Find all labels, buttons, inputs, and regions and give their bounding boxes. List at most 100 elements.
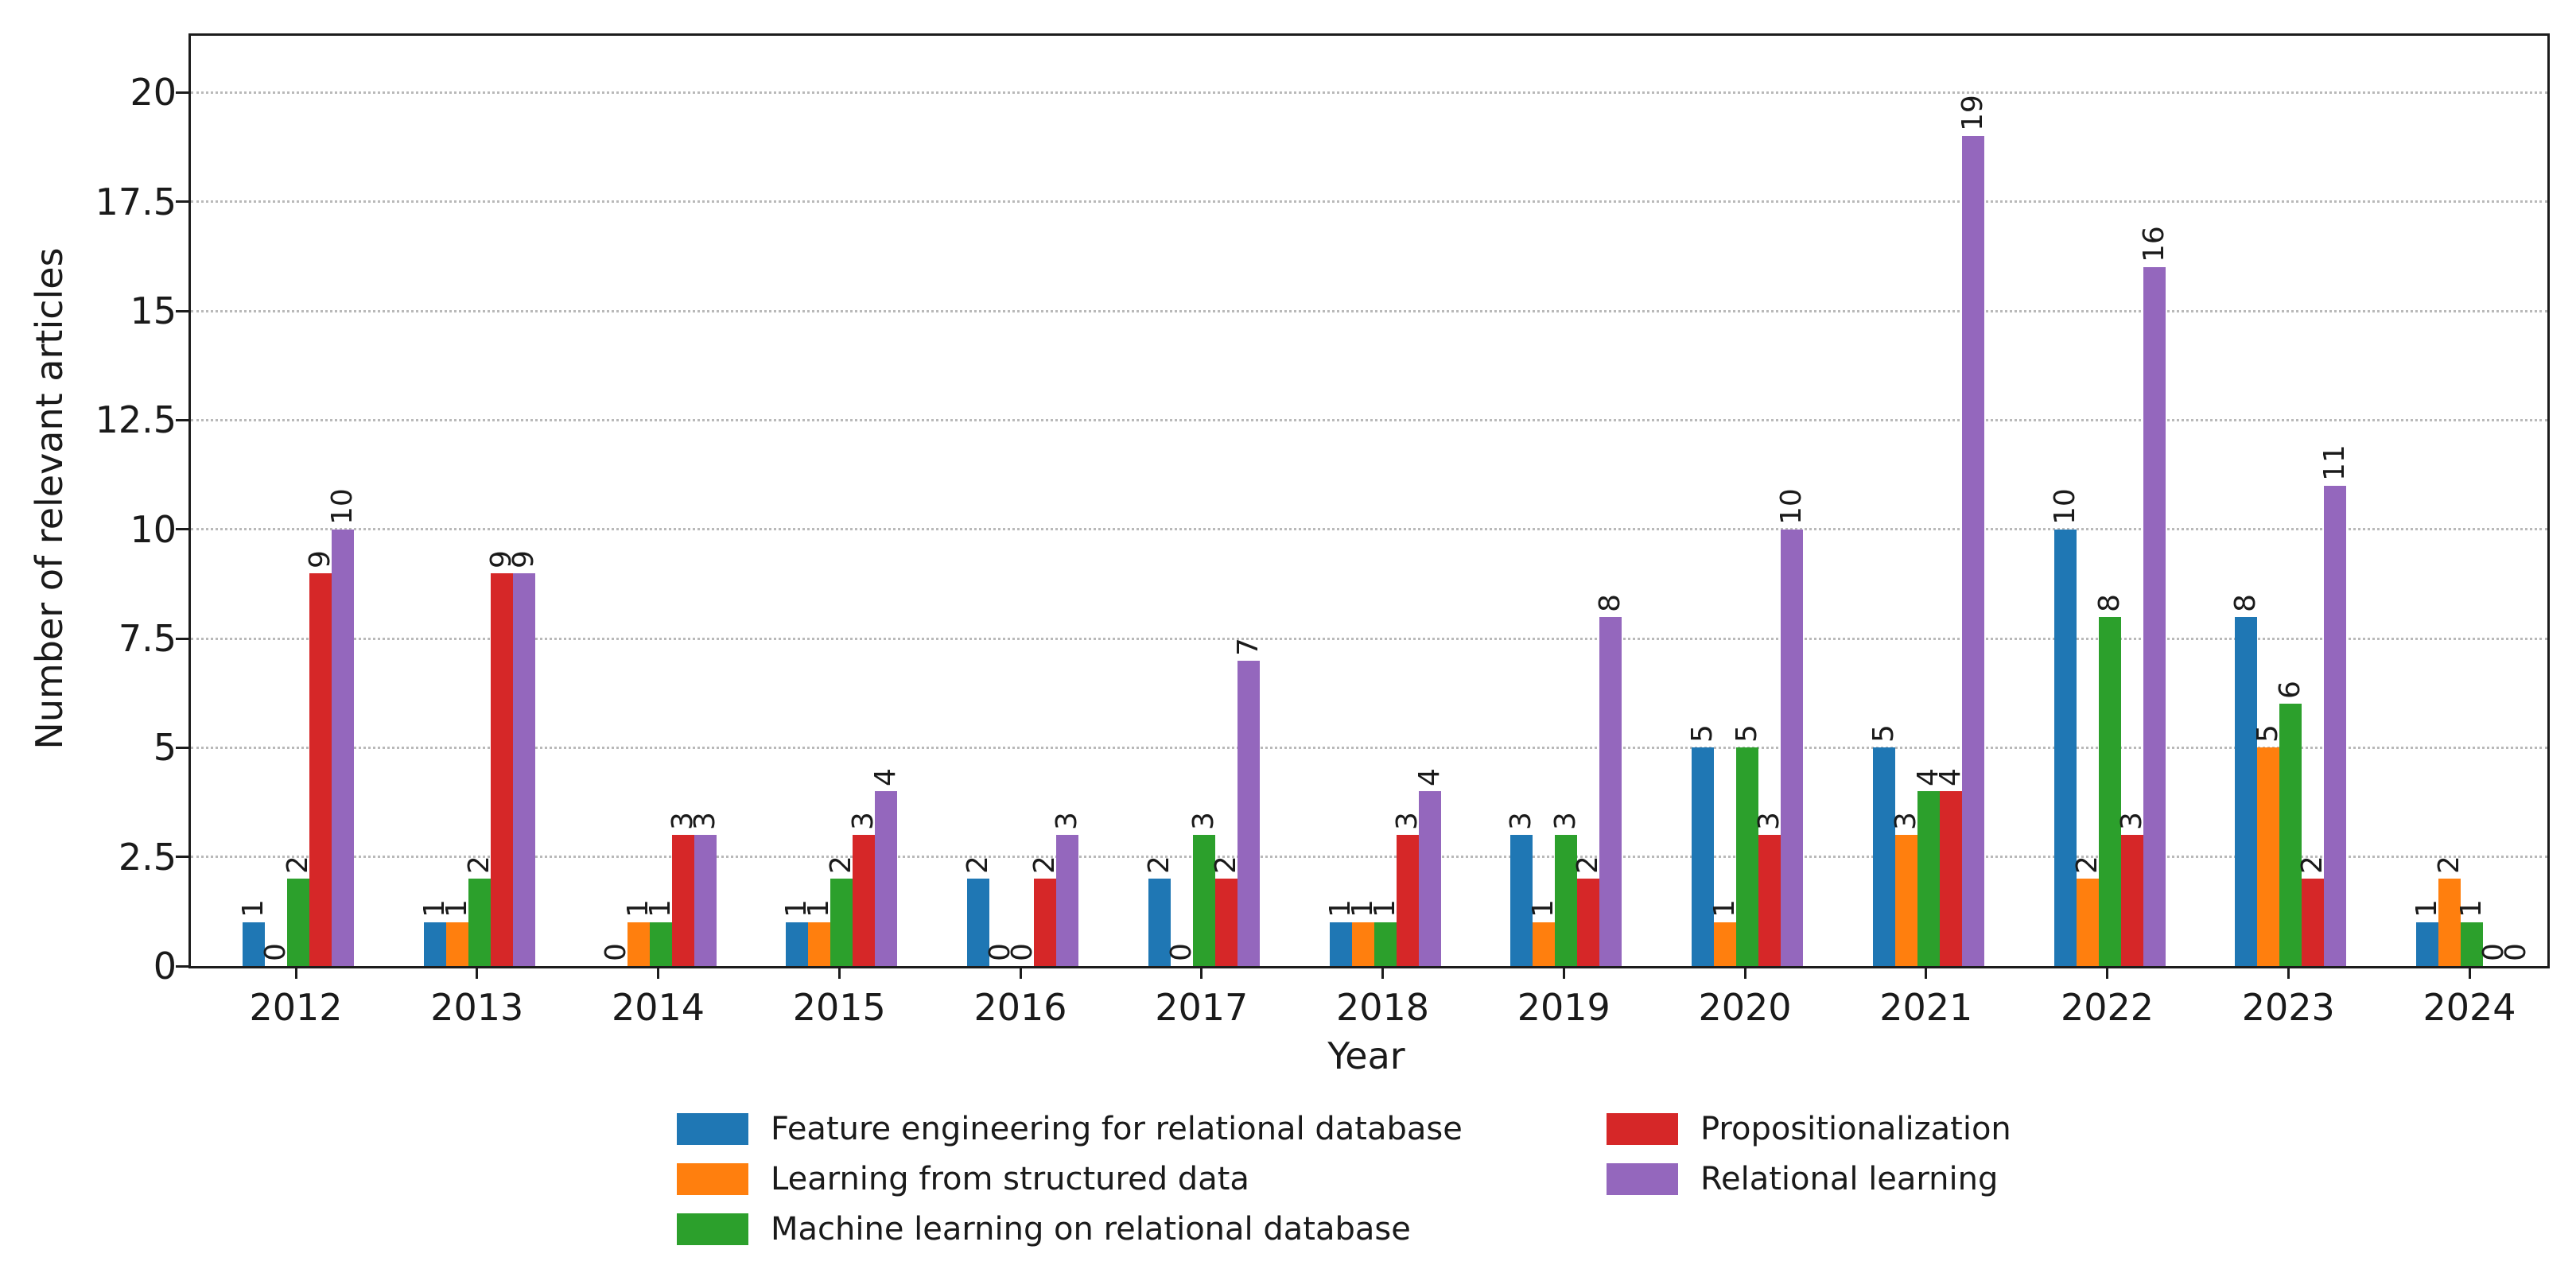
x-tick-mark [1925, 966, 1928, 979]
bar-value-label: 2 [825, 856, 858, 875]
bar-value-label: 2 [1572, 856, 1605, 875]
bar-2023-s0 [2235, 616, 2258, 966]
bar-value-label: 2 [2296, 856, 2329, 875]
y-tick-label: 0 [153, 945, 177, 988]
bar-2013-s2 [468, 879, 491, 966]
legend-swatch [1607, 1163, 1678, 1195]
bar-2015-s1 [808, 922, 831, 966]
bar-value-label: 1 [440, 899, 473, 918]
bar-value-label: 1 [2455, 899, 2488, 918]
bar-2017-s4 [1237, 660, 1260, 966]
bar-2024-s1 [2438, 879, 2461, 966]
bar-2015-s3 [853, 835, 876, 966]
bar-value-label: 1 [1368, 899, 1401, 918]
y-tick-mark [176, 637, 188, 640]
x-tick-label: 2018 [1335, 986, 1430, 1029]
y-tick-label: 7.5 [118, 617, 177, 661]
x-tick-label: 2021 [1879, 986, 1973, 1029]
y-tick-mark [176, 964, 188, 968]
y-tick-mark [176, 418, 188, 421]
y-tick-mark [176, 309, 188, 312]
gridline [191, 746, 2547, 749]
bar-2017-s0 [1148, 879, 1171, 966]
x-tick-label: 2020 [1698, 986, 1792, 1029]
bar-2014-s2 [649, 922, 672, 966]
bar-2013-s3 [490, 572, 513, 966]
gridline [191, 856, 2547, 859]
bar-2013-s1 [445, 922, 468, 966]
bar-value-label: 0 [1164, 943, 1198, 961]
bar-value-label: 8 [2092, 593, 2126, 612]
gridline [191, 91, 2547, 94]
bar-value-label: 1 [802, 899, 836, 918]
bar-value-label: 2 [1209, 856, 1242, 875]
bar-2014-s4 [694, 835, 717, 966]
bar-2024-s0 [2416, 922, 2438, 966]
x-tick-mark [2106, 966, 2108, 979]
bar-2015-s2 [830, 879, 853, 966]
y-tick-label: 12.5 [95, 398, 177, 442]
bar-value-label: 0 [599, 943, 632, 961]
legend-label: Learning from structured data [771, 1161, 1249, 1197]
y-tick-label: 2.5 [118, 835, 177, 879]
legend-swatch [677, 1113, 748, 1145]
x-tick-label: 2014 [611, 986, 705, 1029]
bar-2019-s2 [1555, 835, 1578, 966]
bar-2023-s4 [2324, 485, 2347, 966]
bar-2012-s2 [287, 879, 309, 966]
bar-value-label: 3 [1549, 812, 1583, 831]
bar-value-label: 5 [1686, 724, 1719, 743]
bar-2017-s2 [1192, 835, 1215, 966]
bar-value-label: 2 [1028, 856, 1061, 875]
x-tick-label: 2017 [1155, 986, 1249, 1029]
bar-2020-s0 [1692, 747, 1714, 966]
bar-value-label: 3 [2115, 812, 2148, 831]
bar-2021-s0 [1872, 747, 1895, 966]
bar-value-label: 2 [282, 856, 314, 875]
y-tick-mark [176, 528, 188, 531]
bar-2018-s1 [1351, 922, 1374, 966]
x-tick-mark [2468, 966, 2471, 979]
x-tick-mark [1019, 966, 1022, 979]
bar-2019-s4 [1599, 616, 1622, 966]
gridline [191, 637, 2547, 640]
bar-2012-s3 [309, 572, 332, 966]
legend-label: Relational learning [1700, 1161, 1999, 1197]
bar-2022-s0 [2053, 529, 2077, 966]
x-tick-mark [2287, 966, 2290, 979]
bar-2016-s0 [967, 879, 989, 966]
bar-value-label: 1 [1527, 899, 1560, 918]
legend-swatch [677, 1163, 748, 1195]
bar-value-label: 4 [1412, 768, 1446, 787]
legend-label: Feature engineering for relational datab… [771, 1111, 1463, 1147]
bar-2018-s4 [1418, 791, 1441, 966]
bar-value-label: 2 [962, 856, 994, 875]
bar-value-label: 9 [507, 549, 540, 569]
y-tick-mark [176, 91, 188, 94]
bar-2021-s4 [1961, 136, 1984, 966]
bar-value-label: 3 [847, 812, 880, 831]
bar-value-label: 1 [2411, 899, 2443, 918]
x-tick-label: 2024 [2423, 986, 2516, 1029]
bar-2018-s3 [1396, 835, 1419, 966]
x-tick-label: 2015 [792, 986, 886, 1029]
bar-2022-s1 [2076, 879, 2099, 966]
bar-2019-s0 [1510, 835, 1533, 966]
bar-2015-s4 [875, 791, 898, 966]
bar-2023-s3 [2302, 879, 2325, 966]
bar-2016-s4 [1056, 835, 1078, 966]
bar-value-label: 5 [1731, 724, 1763, 743]
x-tick-mark [1200, 966, 1203, 979]
bar-value-label: 2 [2433, 856, 2465, 875]
x-tick-mark [657, 966, 659, 979]
bar-2015-s0 [786, 922, 809, 966]
bar-value-label: 16 [2137, 226, 2170, 263]
bar-2023-s2 [2279, 704, 2302, 966]
bar-value-label: 5 [1867, 724, 1900, 743]
x-tick-label: 2022 [2060, 986, 2154, 1029]
y-tick-label: 10 [130, 507, 177, 551]
bar-value-label: 1 [237, 899, 270, 918]
bar-2021-s2 [1917, 791, 1940, 966]
legend-swatch [1607, 1113, 1678, 1145]
gridline [191, 309, 2547, 312]
